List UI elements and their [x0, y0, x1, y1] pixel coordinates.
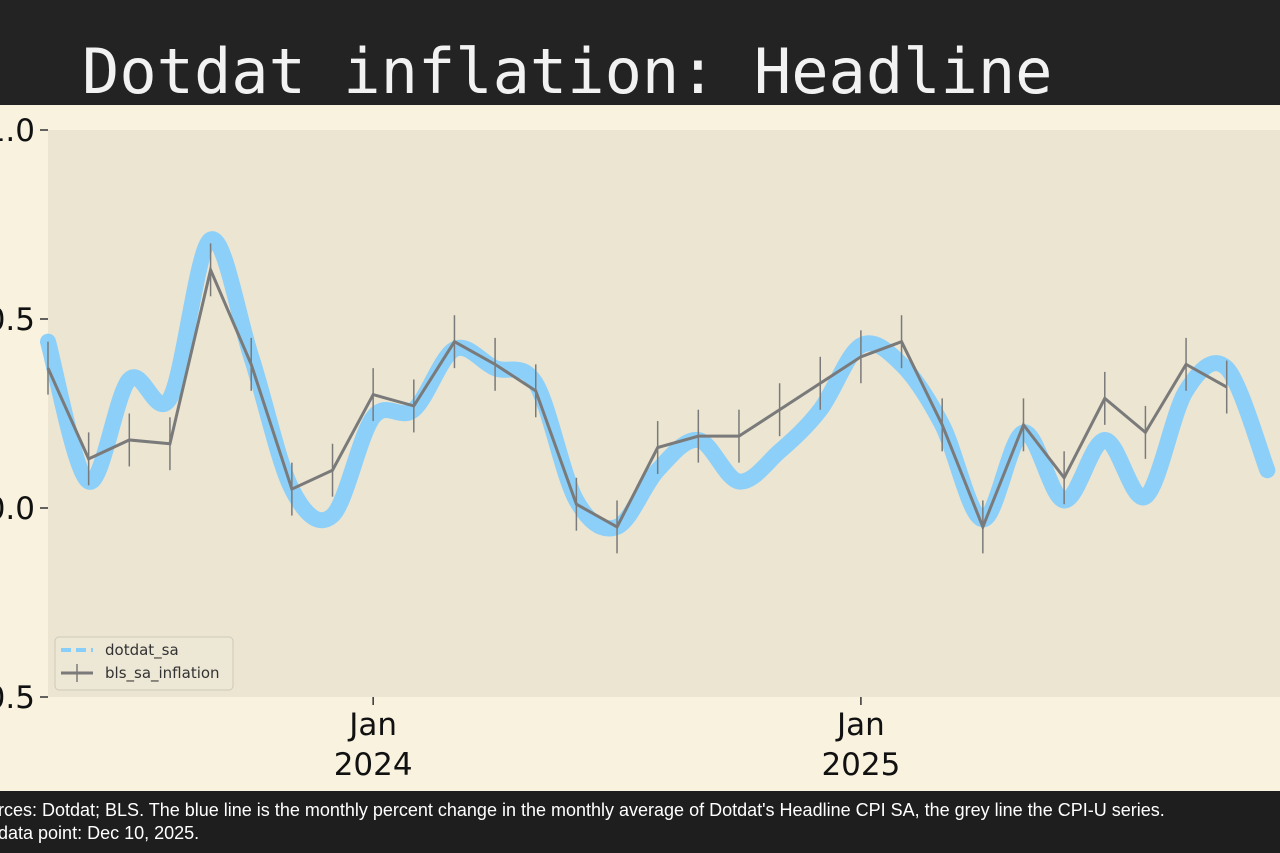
y-tick-label: 0.5	[0, 302, 35, 338]
chart-title: Dotdat inflation: Headline	[82, 35, 1053, 108]
y-tick-label: 1.0	[0, 113, 35, 149]
y-tick-label: 0.0	[0, 491, 35, 527]
series-line	[46, 265, 1228, 531]
x-tick-label: Jan	[347, 707, 397, 743]
legend-label: bls_sa_inflation	[105, 664, 220, 683]
x-tick-label: 2025	[821, 747, 900, 783]
plot: -0.5 0.0 0.5 1.0 Jan 2024 Jan 2025 dotdat_sa bls_…	[0, 113, 1276, 783]
footer-bar	[0, 791, 1280, 853]
y-tick-label: -0.5	[0, 680, 35, 716]
plot-area	[48, 130, 1280, 697]
footer-line: rces: Dotdat; BLS. The blue line is the …	[0, 800, 1165, 820]
title-bar	[0, 0, 1280, 105]
legend-label: dotdat_sa	[105, 641, 179, 660]
x-tick-label: 2024	[334, 747, 413, 783]
legend-box	[54, 636, 234, 691]
footer-line: data point: Dec 10, 2025.	[0, 823, 199, 843]
x-tick-label: Jan	[835, 707, 885, 743]
